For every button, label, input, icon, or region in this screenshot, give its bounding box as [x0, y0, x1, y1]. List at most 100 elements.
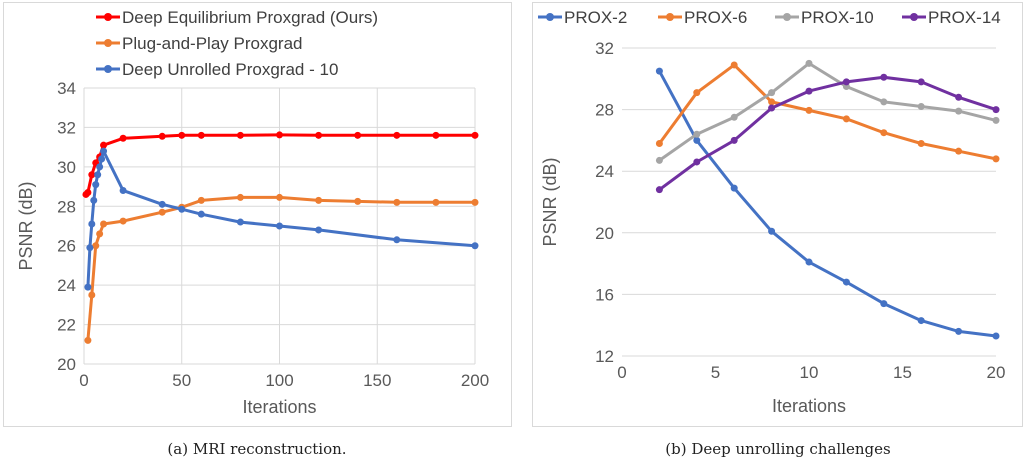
series-line — [658, 75, 997, 191]
data-point — [315, 226, 323, 234]
data-point — [880, 129, 888, 137]
x-tick-label: 15 — [893, 363, 912, 382]
x-axis-label: Iterations — [242, 397, 316, 417]
chart-frame — [532, 2, 1023, 427]
legend-marker-dot — [104, 65, 112, 73]
data-point — [354, 197, 362, 205]
legend-marker-dot — [666, 13, 674, 21]
data-point — [768, 104, 776, 112]
data-point — [955, 327, 963, 335]
chart-caption: (a) MRI reconstruction. — [167, 440, 347, 458]
data-point — [805, 87, 813, 95]
x-tick-label: 20 — [987, 363, 1006, 382]
data-point — [842, 115, 850, 123]
data-point — [96, 163, 104, 171]
data-point — [90, 196, 98, 204]
data-point — [655, 139, 663, 147]
legend-label: PROX-10 — [801, 8, 874, 27]
series-line — [86, 195, 475, 341]
data-point — [992, 155, 1000, 163]
data-point — [84, 283, 92, 291]
data-point — [768, 89, 776, 97]
legend-marker-dot — [783, 13, 791, 21]
data-point — [393, 236, 401, 244]
y-tick-label: 32 — [57, 118, 76, 137]
mri-reconstruction-chart: 20 22 24 26 28 30 32 34 0 50 100 150 200 Iterations PS… — [16, 8, 489, 417]
data-point — [992, 106, 1000, 114]
series-line — [84, 133, 475, 196]
y-tick-label: 16 — [595, 285, 614, 304]
legend-marker-dot — [910, 13, 918, 21]
legend-label: Plug-and-Play Proxgrad — [122, 34, 302, 53]
data-point — [98, 155, 106, 163]
mri-reconstruction-panel: 20 22 24 26 28 30 32 34 0 50 100 150 200 Iterations PS… — [3, 2, 512, 458]
data-point — [100, 220, 108, 228]
x-tick-label: 0 — [617, 363, 626, 382]
data-point — [730, 136, 738, 144]
data-point — [471, 131, 479, 139]
y-tick-label: 20 — [595, 224, 614, 243]
data-point — [805, 106, 813, 114]
data-point — [693, 130, 701, 138]
y-tick-label: 22 — [57, 316, 76, 335]
data-point — [730, 184, 738, 192]
data-point — [393, 131, 401, 139]
data-point — [197, 196, 205, 204]
deep-unrolling-panel: 12 16 20 24 28 32 0 5 10 15 20 Iterations PSNR (dB) P… — [530, 0, 1026, 472]
legend-label: PROX-6 — [684, 8, 747, 27]
series-line — [658, 61, 997, 162]
data-point — [955, 147, 963, 155]
y-tick-label: 24 — [595, 162, 614, 181]
series-line — [86, 149, 476, 288]
data-point — [917, 78, 925, 86]
data-point — [955, 93, 963, 101]
data-point — [917, 317, 925, 325]
data-point — [158, 132, 166, 140]
data-point — [471, 242, 479, 250]
data-point — [178, 205, 186, 213]
x-tick-label: 10 — [800, 363, 819, 382]
x-tick-label: 0 — [79, 371, 88, 390]
data-point — [315, 196, 323, 204]
y-tick-label: 12 — [595, 347, 614, 366]
data-point — [119, 134, 127, 142]
data-point — [805, 59, 813, 67]
data-point — [768, 227, 776, 235]
x-tick-label: 100 — [265, 371, 293, 390]
data-point — [432, 198, 440, 206]
data-point — [655, 67, 663, 75]
deep-unrolling-chart: 12 16 20 24 28 32 0 5 10 15 20 Iterations PSNR (dB) P… — [538, 8, 1006, 416]
x-tick-label: 50 — [172, 371, 191, 390]
data-point — [236, 193, 244, 201]
legend-label: Deep Unrolled Proxgrad - 10 — [122, 60, 338, 79]
data-point — [730, 113, 738, 121]
data-point — [730, 61, 738, 69]
legend-marker-dot — [546, 13, 554, 21]
data-point — [100, 147, 108, 155]
legend-label: PROX-2 — [564, 8, 627, 27]
y-tick-label: 34 — [57, 79, 76, 98]
data-point — [88, 291, 96, 299]
data-point — [432, 131, 440, 139]
data-point — [88, 220, 96, 228]
data-point — [955, 107, 963, 115]
data-point — [86, 244, 94, 252]
data-point — [992, 332, 1000, 340]
y-axis-label: PSNR (dB) — [16, 181, 36, 270]
chart-caption: (b) Deep unrolling challenges — [665, 440, 891, 458]
series-line — [658, 70, 997, 338]
chart-frame — [3, 2, 512, 427]
series-line — [658, 63, 997, 161]
data-point — [880, 73, 888, 81]
data-point — [92, 181, 100, 189]
y-tick-label: 24 — [57, 276, 76, 295]
data-point — [178, 131, 186, 139]
data-point — [276, 131, 283, 139]
data-point — [100, 141, 108, 149]
data-point — [276, 222, 283, 230]
data-point — [158, 200, 166, 208]
data-point — [693, 89, 701, 97]
data-point — [236, 131, 244, 139]
y-tick-label: 32 — [595, 39, 614, 58]
data-point — [119, 217, 127, 225]
